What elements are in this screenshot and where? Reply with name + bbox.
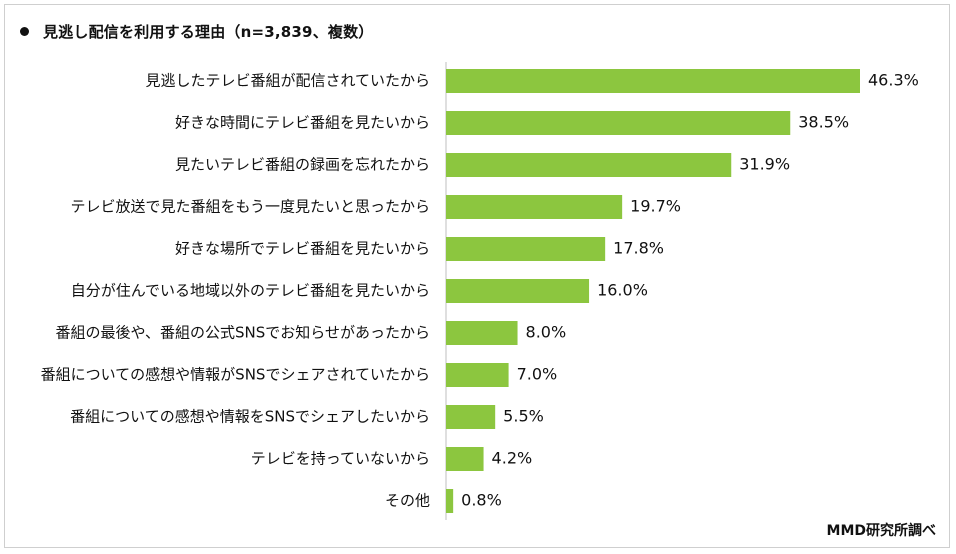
- value-label: 31.9%: [739, 155, 790, 174]
- chart-title: 見逃し配信を利用する理由（n=3,839、複数）: [43, 22, 374, 41]
- value-label: 8.0%: [526, 323, 567, 342]
- bar: [446, 363, 509, 387]
- bar: [446, 111, 791, 135]
- value-label: 5.5%: [503, 407, 544, 426]
- category-label: 好きな時間にテレビ番組を見たいから: [175, 114, 430, 132]
- bar: [446, 237, 606, 261]
- value-label: 7.0%: [517, 365, 558, 384]
- category-label: 見逃したテレビ番組が配信されていたから: [145, 72, 430, 90]
- value-label: 38.5%: [798, 113, 849, 132]
- value-label: 0.8%: [461, 491, 502, 510]
- category-label: 番組についての感想や情報をSNSでシェアしたいから: [70, 408, 430, 426]
- source-credit: MMD研究所調べ: [826, 523, 936, 539]
- bar: [446, 489, 454, 513]
- bar: [446, 321, 518, 345]
- value-label: 19.7%: [630, 197, 681, 216]
- bar: [446, 447, 484, 471]
- bar: [446, 69, 860, 93]
- category-label: 番組の最後や、番組の公式SNSでお知らせがあったから: [55, 324, 430, 342]
- category-label: 自分が住んでいる地域以外のテレビ番組を見たいから: [71, 282, 430, 300]
- bar: [446, 279, 590, 303]
- value-label: 16.0%: [597, 281, 648, 300]
- value-label: 17.8%: [613, 239, 664, 258]
- category-label: 好きな場所でテレビ番組を見たいから: [175, 240, 430, 258]
- bullet-icon: [20, 26, 29, 36]
- value-label: 4.2%: [492, 449, 533, 468]
- category-label: テレビ放送で見た番組をもう一度見たいと思ったから: [70, 198, 430, 216]
- chart-header: 見逃し配信を利用する理由（n=3,839、複数）: [20, 20, 374, 42]
- category-label: その他: [385, 492, 430, 510]
- bar: [446, 195, 623, 219]
- category-label: 番組についての感想や情報がSNSでシェアされていたから: [41, 366, 430, 384]
- bar: [446, 153, 732, 177]
- bar: [446, 405, 496, 429]
- value-label: 46.3%: [868, 71, 919, 90]
- category-label: 見たいテレビ番組の録画を忘れたから: [175, 156, 430, 174]
- category-label: テレビを持っていないから: [251, 450, 430, 468]
